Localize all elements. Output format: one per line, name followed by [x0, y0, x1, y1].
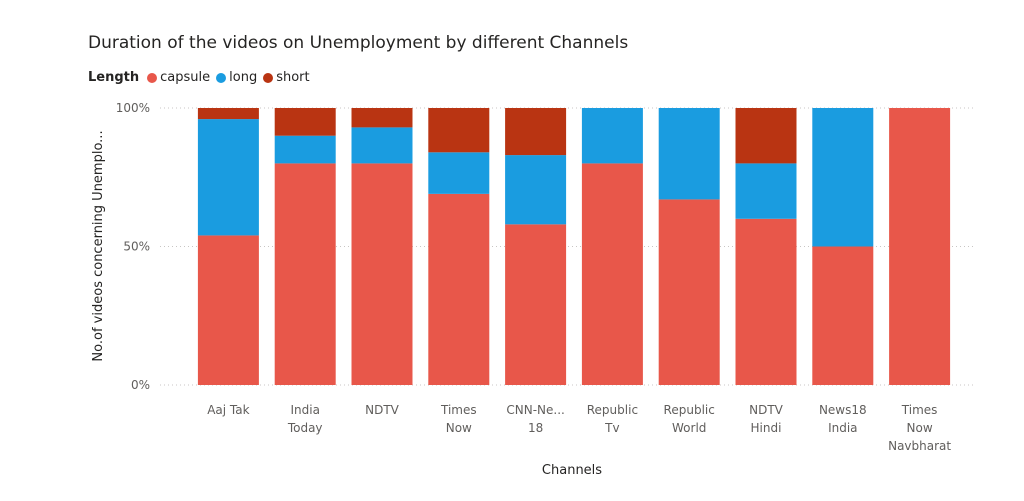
bar-group-times-now[interactable] — [428, 108, 490, 385]
bar-long-republic-world[interactable] — [658, 108, 720, 200]
bar-group-news18-india[interactable] — [812, 108, 874, 386]
x-tick-label-cnn-ne-18: CNN-Ne... 18 — [506, 403, 564, 435]
bar-capsule-times-now-navbharat[interactable] — [889, 108, 951, 385]
x-axis-title: Channels — [542, 463, 602, 478]
x-tick-label-republic-world: Republic World — [664, 403, 715, 435]
bar-long-news18-india[interactable] — [812, 108, 874, 247]
x-tick-line: Now — [446, 421, 472, 435]
x-tick-label-times-now: Times Now — [440, 403, 477, 435]
bar-capsule-news18-india[interactable] — [812, 246, 874, 386]
bar-capsule-republic-world[interactable] — [658, 199, 720, 385]
x-tick-label-news18-india: News18 India — [819, 403, 867, 435]
bar-long-cnn-ne-18[interactable] — [505, 155, 567, 225]
x-tick-label-times-now-navbharat: Times Now Navbharat — [888, 403, 951, 453]
legend-label-long: long — [229, 70, 258, 85]
bar-long-republic-tv[interactable] — [581, 108, 643, 164]
bar-group-aaj-tak[interactable] — [197, 108, 259, 385]
bar-group-times-now-navbharat[interactable] — [889, 108, 951, 385]
bar-capsule-aaj-tak[interactable] — [197, 235, 259, 385]
bar-short-aaj-tak[interactable] — [197, 108, 259, 120]
bar-capsule-ndtv-hindi[interactable] — [735, 218, 797, 385]
legend-title: Length — [88, 70, 140, 85]
x-tick-line: Navbharat — [888, 439, 951, 453]
bar-capsule-cnn-ne-18[interactable] — [505, 224, 567, 385]
bar-long-times-now[interactable] — [428, 152, 490, 194]
x-tick-line: Hindi — [751, 421, 782, 435]
x-tick-label-republic-tv: Republic Tv — [587, 403, 638, 435]
x-tick-line: Times — [901, 403, 938, 417]
x-tick-line: 18 — [528, 421, 543, 435]
chart-title: Duration of the videos on Unemployment b… — [88, 33, 629, 53]
x-tick-label-ndtv-hindi: NDTV Hindi — [749, 403, 784, 435]
bar-group-republic-tv[interactable] — [581, 108, 643, 385]
bar-group-cnn-ne-18[interactable] — [505, 108, 567, 385]
x-tick-label-ndtv: NDTV — [365, 403, 400, 417]
y-tick-label-2: 100% — [116, 101, 150, 115]
x-tick-line: Aaj Tak — [207, 403, 249, 417]
bar-short-india-today[interactable] — [274, 108, 336, 136]
x-tick-label-aaj-tak: Aaj Tak — [207, 403, 249, 417]
legend-swatch-short — [263, 72, 274, 83]
legend-swatch-capsule — [147, 72, 158, 83]
legend-item-capsule[interactable]: capsule — [147, 70, 210, 85]
x-tick-line: India — [290, 403, 319, 417]
bar-capsule-times-now[interactable] — [428, 193, 490, 385]
bar-capsule-ndtv[interactable] — [351, 163, 413, 385]
x-tick-line: NDTV — [365, 403, 400, 417]
bar-long-india-today[interactable] — [274, 135, 336, 164]
bar-short-ndtv[interactable] — [351, 108, 413, 128]
x-tick-line: CNN-Ne... — [506, 403, 564, 417]
bar-short-cnn-ne-18[interactable] — [505, 108, 567, 156]
y-axis-title: No.of videos concerning Unemplo... — [91, 130, 106, 361]
legend-item-short[interactable]: short — [263, 70, 310, 85]
x-tick-line: Today — [287, 421, 323, 435]
y-tick-label-0: 0% — [131, 378, 150, 392]
x-tick-line: Tv — [604, 421, 619, 435]
bar-long-ndtv-hindi[interactable] — [735, 163, 797, 219]
x-tick-line: Times — [440, 403, 477, 417]
x-tick-line: World — [672, 421, 706, 435]
bar-capsule-india-today[interactable] — [274, 163, 336, 385]
bar-group-republic-world[interactable] — [658, 108, 720, 385]
bar-group-ndtv-hindi[interactable] — [735, 108, 797, 385]
x-tick-line: News18 — [819, 403, 867, 417]
bar-short-times-now[interactable] — [428, 108, 490, 153]
x-tick-line: NDTV — [749, 403, 784, 417]
y-tick-label-1: 50% — [123, 240, 150, 254]
bar-long-aaj-tak[interactable] — [197, 119, 259, 236]
bar-short-ndtv-hindi[interactable] — [735, 108, 797, 164]
bar-long-ndtv[interactable] — [351, 127, 413, 164]
legend-item-long[interactable]: long — [216, 70, 257, 85]
legend-label-capsule: capsule — [160, 70, 211, 85]
bar-group-india-today[interactable] — [274, 108, 336, 385]
legend-swatch-long — [216, 72, 227, 83]
x-tick-line: India — [828, 421, 857, 435]
x-tick-line: Now — [907, 421, 933, 435]
x-tick-label-india-today: India Today — [287, 403, 323, 435]
x-tick-line: Republic — [587, 403, 638, 417]
legend-label-short: short — [276, 70, 310, 85]
legend: Length capsule long short — [88, 70, 316, 85]
bar-capsule-republic-tv[interactable] — [581, 163, 643, 385]
bar-group-ndtv[interactable] — [351, 108, 413, 385]
x-tick-line: Republic — [664, 403, 715, 417]
